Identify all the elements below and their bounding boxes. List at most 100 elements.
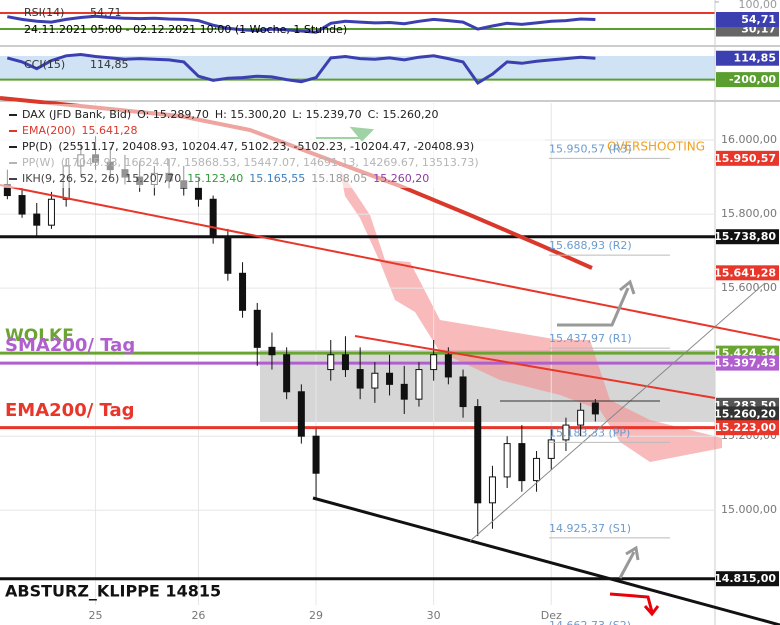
channel-line	[354, 335, 716, 399]
candle-body	[18, 195, 26, 215]
candle-body	[386, 372, 394, 385]
support-line	[312, 496, 780, 625]
value-tag-label: 114,85	[734, 52, 776, 65]
value-tag	[716, 72, 779, 88]
candle-body	[209, 198, 217, 237]
value-tag-label: 15.260,20	[714, 407, 776, 420]
legend-part: PP(D)	[22, 140, 52, 153]
legend-part: (25511.17, 20408.93, 10204.47, 5102.23, …	[58, 140, 474, 153]
grey-arrow	[557, 279, 636, 327]
value-tag	[716, 229, 779, 245]
candle-body	[253, 309, 261, 348]
candle-body	[547, 439, 555, 459]
red-arrow	[609, 592, 660, 617]
legend-icon	[9, 130, 17, 132]
candle-body	[239, 272, 247, 311]
legend-part: PP(W)	[22, 156, 55, 169]
candle-body	[356, 369, 364, 389]
value-tag	[716, 420, 779, 436]
x-tick-label: Dez	[541, 609, 562, 622]
value-tag	[716, 406, 779, 422]
candle-body	[341, 354, 349, 371]
legend-part: L: 15.239,70	[292, 108, 361, 121]
y-tick-label: 15.800,00	[721, 207, 777, 220]
candle-body	[430, 354, 438, 371]
y-tick-label: 15.600,00	[721, 281, 777, 294]
legend-part: 15.641,28	[82, 124, 138, 137]
candle-body	[33, 213, 41, 226]
candle-body	[474, 406, 482, 504]
legend-part: H: 15.300,20	[215, 108, 286, 121]
candle-body	[47, 198, 55, 226]
grey-arrow	[618, 545, 640, 579]
pivot-label: 15.688,93 (R2)	[549, 239, 632, 252]
annotation: ABSTURZ_KLIPPE 14815	[5, 582, 221, 601]
value-tag-label: 15.738,80	[714, 230, 776, 243]
value-tag	[716, 12, 779, 28]
y-tick-label: 100,00	[739, 0, 778, 11]
value-tag-label: 15.223,00	[714, 421, 776, 434]
ichimoku-cloud	[340, 170, 722, 462]
legend-bg	[0, 104, 545, 188]
legend-part: 15.260,20	[373, 172, 429, 185]
legend-value: 54,71	[90, 6, 122, 19]
mid-layer	[0, 14, 715, 581]
date-range: 24.11.2021 05:00 - 02.12.2021 10:00 (1 W…	[24, 23, 347, 36]
channel-line	[0, 184, 780, 341]
value-tag	[716, 50, 779, 66]
value-tag	[716, 150, 779, 166]
candle-body	[194, 187, 202, 200]
legend-row: DAX (JFD Bank, Bid) O: 15.289,70 H: 15.300…	[22, 108, 439, 121]
legend-row: PP(D) (25511.17, 20408.93, 10204.47, 5102…	[22, 140, 474, 153]
legend-row: EMA(200) 15.641,28	[22, 124, 138, 137]
x-tick-label: 26	[191, 609, 205, 622]
candle-body	[312, 435, 320, 474]
legend-name: CCI(15)	[24, 58, 65, 71]
candle-body	[591, 402, 599, 415]
candle-body	[371, 372, 379, 389]
legend-row: PP(W) (17045.93, 16624.47, 15868.53, 1544…	[22, 156, 479, 169]
trend-line	[469, 282, 766, 542]
legend-part: EMA(200)	[22, 124, 76, 137]
legend-name: RSI(14)	[24, 6, 64, 19]
x-tick-label: 29	[309, 609, 323, 622]
value-tag-label: 14.815,00	[714, 572, 776, 585]
legend-part: DAX (JFD Bank, Bid)	[22, 108, 131, 121]
legend-part: IKH(9, 26, 52, 26)	[22, 172, 119, 185]
value-tag-label: 15.950,57	[714, 152, 776, 165]
x-tick-label: 30	[427, 609, 441, 622]
annotation: EMA200/ Tag	[5, 400, 135, 421]
legend-part: C: 15.260,20	[368, 108, 439, 121]
y-tick-label: 16.000,00	[721, 133, 777, 146]
candle-body	[518, 443, 526, 482]
legend-icon	[9, 178, 17, 180]
value-tag	[716, 355, 779, 371]
value-tag	[716, 571, 779, 587]
candle-body	[297, 391, 305, 437]
candle-body	[577, 409, 585, 426]
legend-icon	[9, 162, 17, 164]
candle-body	[533, 457, 541, 482]
candle-body	[562, 424, 570, 441]
candle-body	[268, 346, 276, 356]
pivot-label: 15.183,33 (PP)	[549, 426, 630, 439]
candle-body	[327, 354, 335, 371]
legend-row: IKH(9, 26, 52, 26) 15.207,70 15.123,40 15.1…	[22, 172, 429, 185]
value-tag-label: 15.641,28	[714, 266, 776, 279]
legend-part: 15.188,05	[311, 172, 367, 185]
candle-body	[488, 476, 496, 504]
legend-part: 15.207,70	[125, 172, 181, 185]
pivot-label: 14.662,73 (S2)	[549, 619, 631, 625]
annotation: WOLKE	[5, 326, 74, 346]
pivot-label: 15.950,57 (R3)	[549, 142, 632, 155]
annotation: OVERSHOOTING	[607, 140, 705, 154]
pivot-label: 14.925,37 (S1)	[549, 522, 631, 535]
annotation: SMA200/ Tag	[5, 335, 135, 356]
candle-body	[503, 443, 511, 478]
candle-body	[224, 235, 232, 274]
candle-body	[415, 369, 423, 400]
indicator-line	[7, 14, 596, 34]
